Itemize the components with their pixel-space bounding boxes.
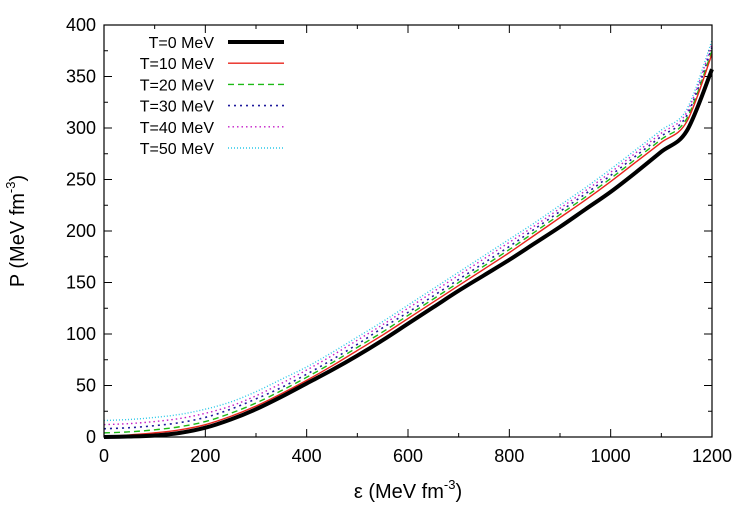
y-tick-label: 250 — [66, 170, 96, 190]
x-tick-label: 1200 — [692, 446, 732, 466]
series-line-t-10-mev — [103, 53, 713, 438]
y-axis-title: P (MeV fm-3) — [3, 175, 29, 287]
y-tick-label: 100 — [66, 324, 96, 344]
y-tick-label: 350 — [66, 67, 96, 87]
legend-label: T=50 MeV — [140, 141, 215, 158]
x-tick-labels: 0 200 400 600 800 1000 1200 — [99, 446, 732, 466]
series-line-t-20-mev — [103, 50, 713, 434]
legend: T=0 MeV T=10 MeV T=20 MeV T=30 MeV T=40 MeV T… — [140, 35, 284, 158]
y-tick-label: 200 — [66, 221, 96, 241]
x-tick-label: 200 — [190, 446, 220, 466]
legend-label: T=40 MeV — [140, 120, 215, 137]
y-tick-label: 150 — [66, 273, 96, 293]
y-tick-label: 0 — [86, 427, 96, 447]
legend-label: T=30 MeV — [140, 99, 215, 116]
x-tick-label: 600 — [393, 446, 423, 466]
x-tick-label: 400 — [292, 446, 322, 466]
series-line-t-0-mev — [103, 68, 714, 439]
legend-label: T=10 MeV — [140, 56, 215, 73]
y-tick-label: 50 — [76, 376, 96, 396]
x-tick-label: 800 — [494, 446, 524, 466]
series-lines — [103, 40, 714, 439]
y-tick-labels: 0 50 100 150 200 250 300 350 400 — [66, 15, 96, 447]
x-tick-label: 1000 — [591, 446, 631, 466]
y-tick-label: 300 — [66, 118, 96, 138]
x-axis-title: ε (MeV fm-3) — [354, 477, 462, 503]
y-tick-label: 400 — [66, 15, 96, 35]
legend-label: T=0 MeV — [149, 35, 215, 52]
plot-frame — [103, 24, 713, 438]
x-tick-label: 0 — [99, 446, 109, 466]
series-line-t-50-mev — [103, 40, 713, 422]
series-line-t-30-mev — [103, 47, 713, 430]
legend-label: T=20 MeV — [140, 77, 215, 94]
axis-frame — [103, 24, 713, 438]
